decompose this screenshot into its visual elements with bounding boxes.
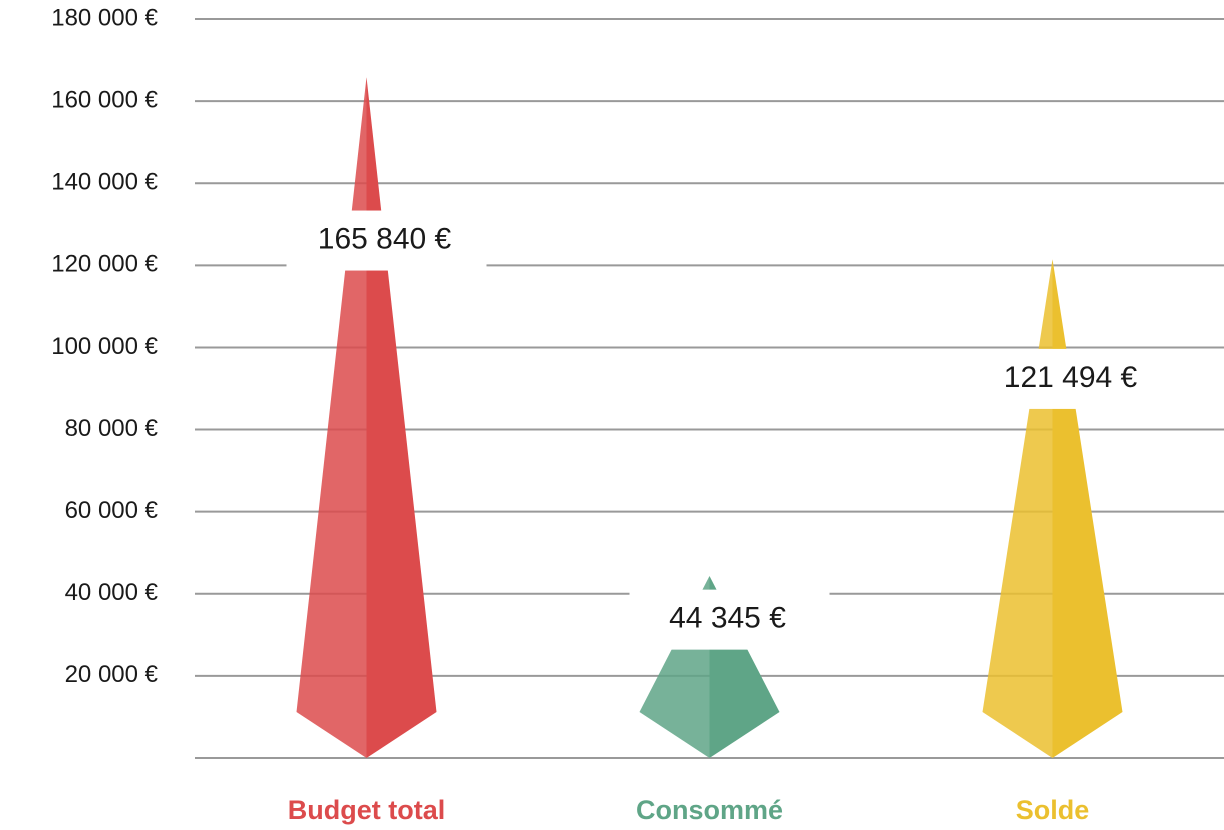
spike-right: [1052, 259, 1123, 758]
y-tick-label: 40 000 €: [65, 579, 159, 606]
value-label: 121 494 €: [1004, 361, 1138, 394]
y-tick-label: 100 000 €: [51, 333, 158, 360]
x-tick-label: Consommé: [636, 795, 783, 825]
y-tick-label: 80 000 €: [65, 415, 159, 442]
y-tick-label: 20 000 €: [65, 661, 159, 688]
spike-right: [366, 77, 437, 759]
value-label-bg: [972, 348, 1173, 409]
value-label: 44 345 €: [669, 602, 786, 635]
value-label: 165 840 €: [318, 222, 452, 255]
y-tick-label: 140 000 €: [51, 169, 158, 196]
y-tick-label: 120 000 €: [51, 251, 158, 278]
y-tick-label: 160 000 €: [51, 86, 158, 113]
x-tick-label: Solde: [1016, 795, 1090, 825]
value-label-bg: [286, 210, 487, 271]
spike-left: [982, 259, 1053, 758]
spike: [982, 259, 1123, 758]
spike-left: [296, 77, 367, 759]
spike: [296, 77, 437, 759]
x-tick-label: Budget total: [288, 795, 445, 825]
y-tick-label: 60 000 €: [65, 497, 159, 524]
value-label-bg: [629, 589, 830, 650]
y-tick-label: 180 000 €: [51, 4, 158, 31]
